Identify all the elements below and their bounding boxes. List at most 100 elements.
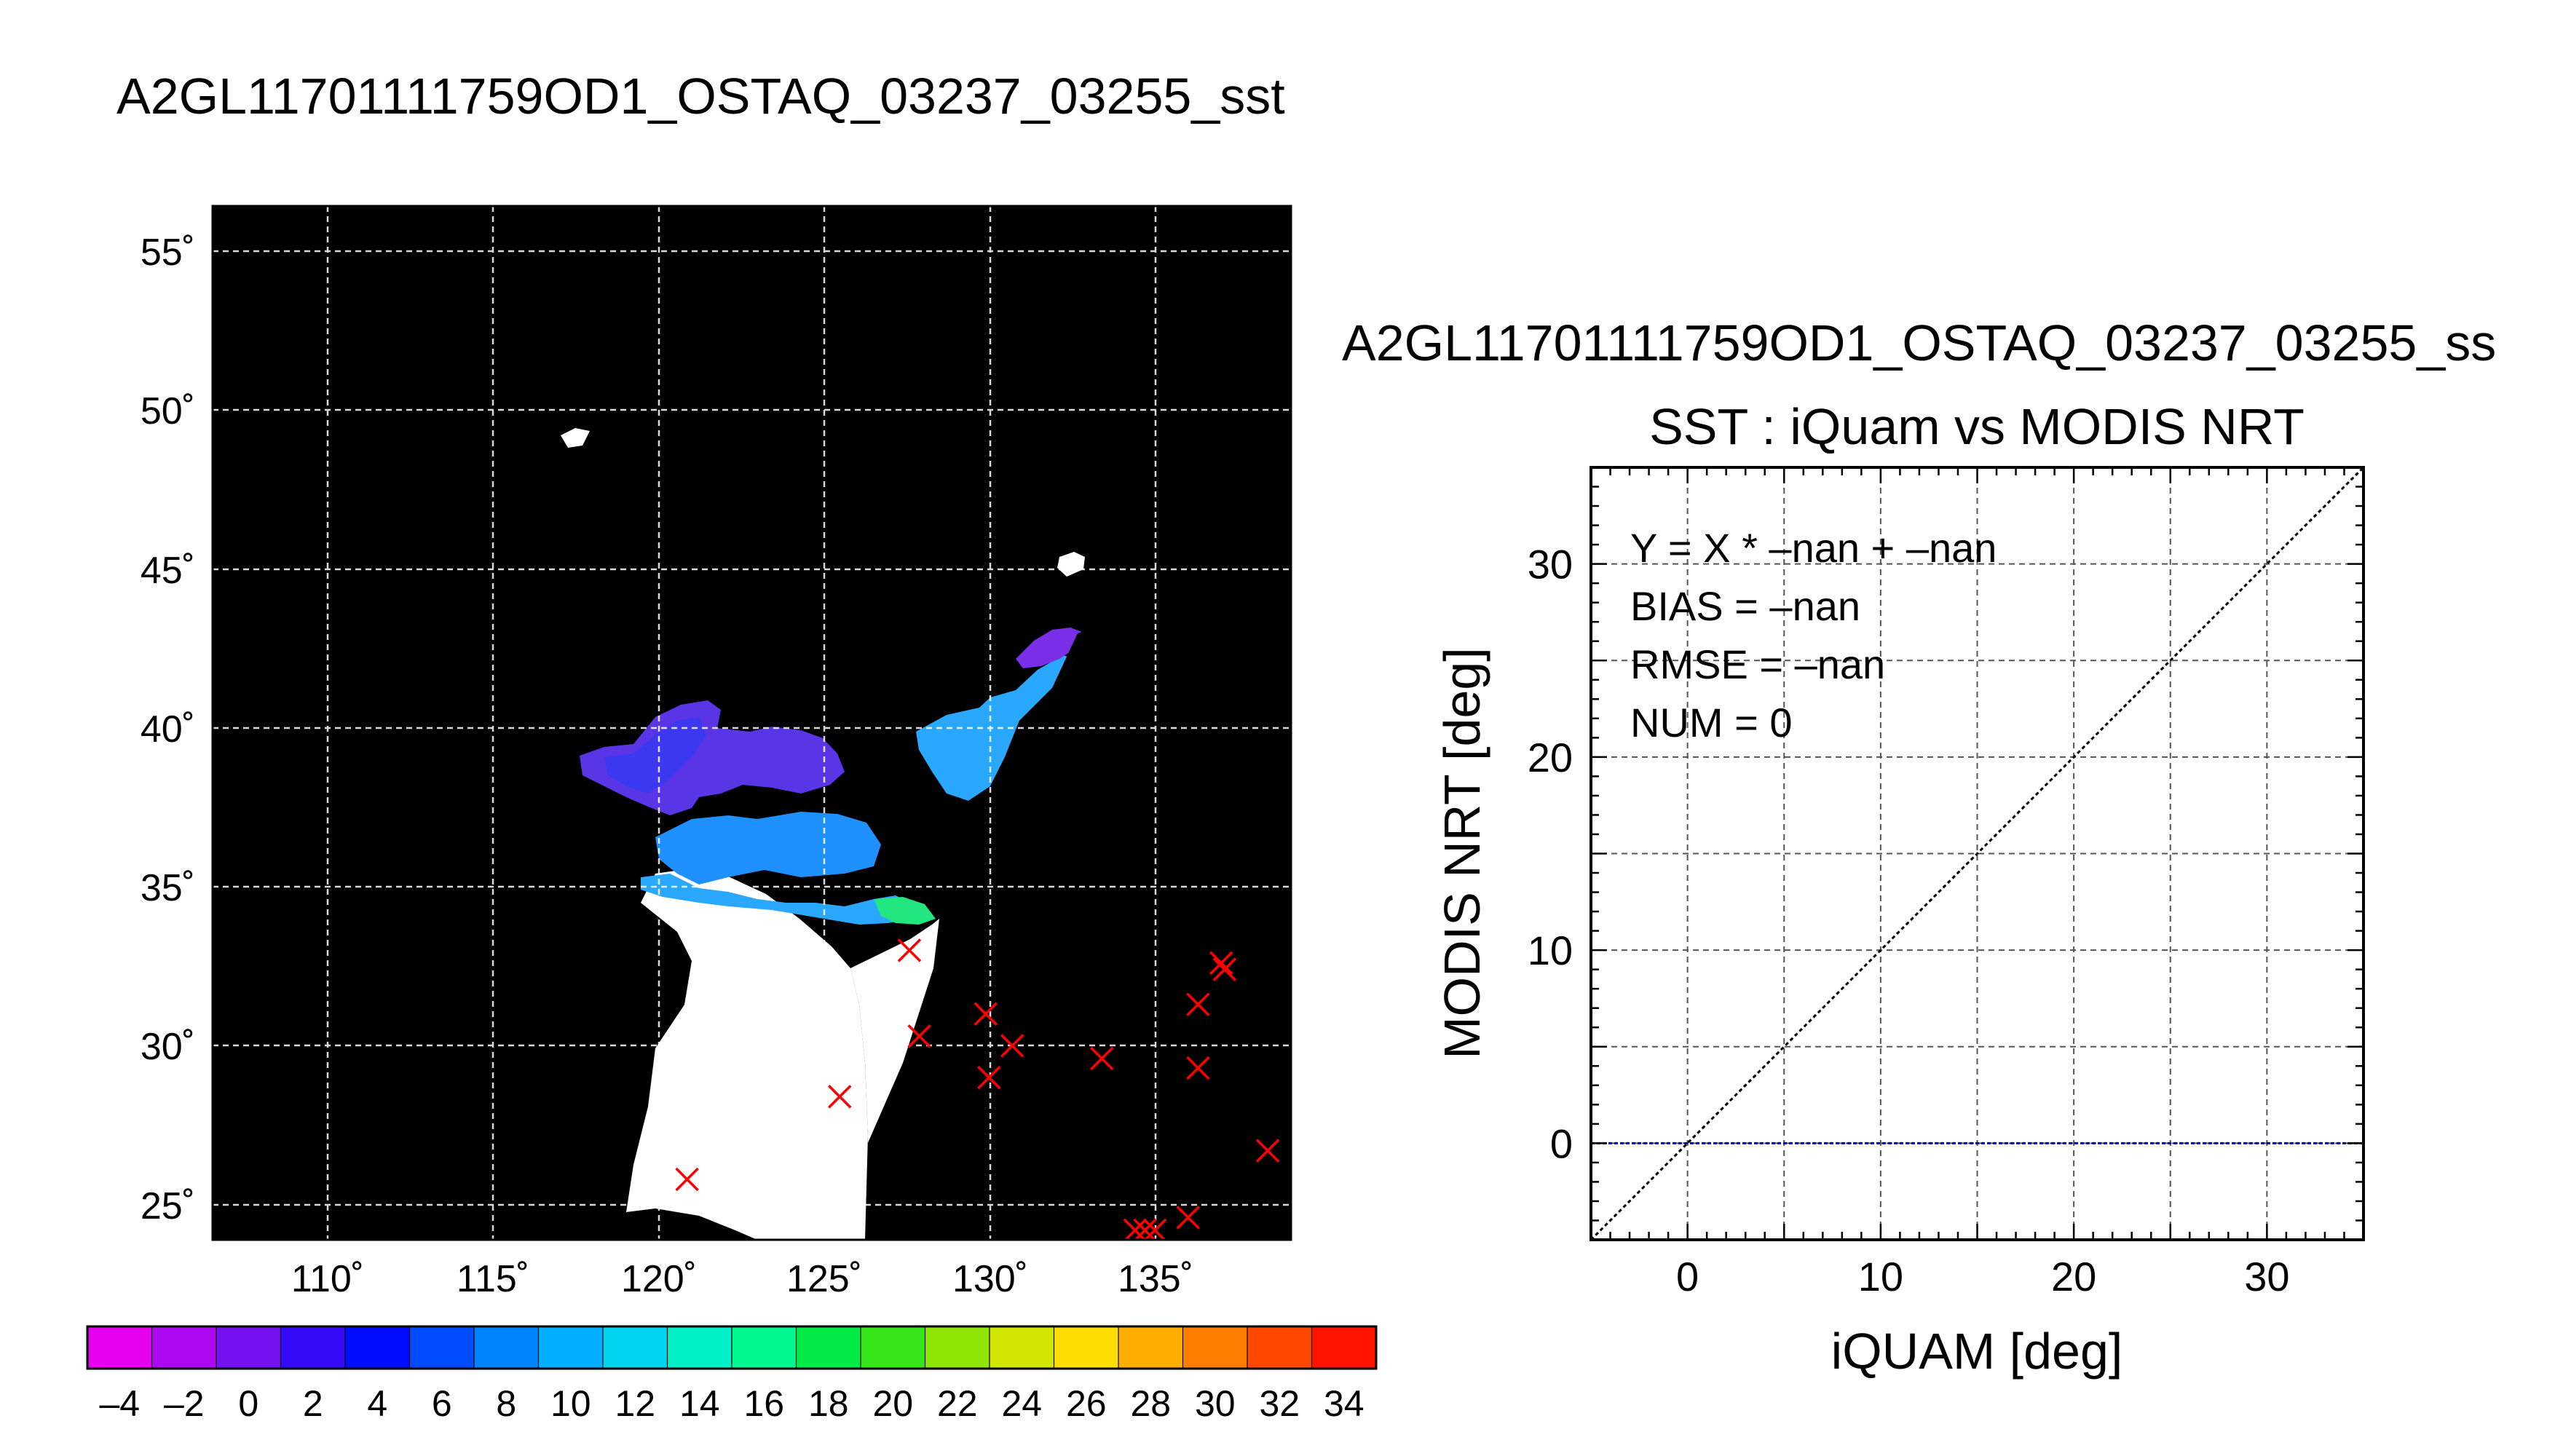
colorbar-tick-label: 26: [1066, 1383, 1107, 1424]
match-marker: [1255, 1139, 1280, 1163]
colorbar-cell: [666, 1326, 733, 1369]
match-marker: [907, 1024, 931, 1048]
colorbar-cell: [151, 1326, 218, 1369]
scatter-x-axis-label: iQUAM [deg]: [1831, 1323, 2123, 1380]
map-frame: [211, 205, 1292, 1241]
x-tick-label: 30: [2244, 1254, 2289, 1299]
colorbar-tick-label: 20: [872, 1383, 913, 1424]
page-title: A2GL11701111759OD1_OSTAQ_03237_03255_sst: [117, 68, 1285, 124]
lat-tick-label: 50˚: [141, 390, 195, 432]
colorbar-cell: [280, 1326, 347, 1369]
colorbar-cell: [860, 1326, 926, 1369]
colorbar-cell: [1311, 1326, 1378, 1369]
lon-tick-label: 135˚: [1118, 1258, 1193, 1300]
sst-warm-patch: [874, 897, 936, 925]
map-gridlines: [213, 206, 1291, 1240]
colorbar-cell: [989, 1326, 1055, 1369]
colorbar-tick-label: –2: [164, 1383, 205, 1424]
colorbar-cell: [1053, 1326, 1120, 1369]
y-tick-label: 30: [1528, 542, 1573, 587]
colorbar-tick-label: 10: [550, 1383, 591, 1424]
lat-tick-label: 30˚: [141, 1026, 195, 1068]
lat-tick-label: 55˚: [141, 232, 195, 274]
scatter-title: SST : iQuam vs MODIS NRT: [1649, 398, 2305, 455]
y-tick-label: 10: [1528, 927, 1573, 973]
sst-yellow-sea-south: [641, 874, 917, 925]
match-markers: [675, 938, 1280, 1240]
colorbar-tick-label: 28: [1130, 1383, 1171, 1424]
match-marker: [828, 1085, 852, 1109]
scatter-y-axis-label: MODIS NRT [deg]: [1434, 647, 1490, 1059]
scatter-x-tick-labels: 0 10 20 30: [1676, 1254, 2289, 1299]
match-marker: [1209, 951, 1233, 976]
stats-bias: BIAS = –nan: [1630, 583, 1860, 629]
match-marker: [974, 1002, 998, 1026]
colorbar-cell: [344, 1326, 411, 1369]
swath-edge-land: [819, 919, 939, 1240]
match-marker: [1000, 1034, 1024, 1058]
lon-tick-label: 115˚: [457, 1258, 529, 1300]
colorbar-cell: [602, 1326, 668, 1369]
lat-tick-label: 35˚: [141, 867, 195, 909]
scatter-frame: [1590, 466, 2365, 1241]
sst-japan-sea: [916, 655, 1075, 801]
match-marker: [1186, 992, 1210, 1016]
colorbar: –4 –2 0 2 4 6 8 10 12 14 16 18 20 22 24 26 28 30 32 34: [86, 1325, 1378, 1424]
identity-line: [1591, 467, 2364, 1240]
y-tick-label: 0: [1550, 1120, 1573, 1166]
colorbar-tick-label: 6: [432, 1383, 452, 1424]
match-marker: [1090, 1046, 1114, 1071]
land-island-north: [1057, 552, 1085, 577]
colorbar-cell: [795, 1326, 862, 1369]
colorbar-tick-label: 18: [808, 1383, 849, 1424]
match-marker: [675, 1167, 699, 1192]
stats-num: NUM = 0: [1630, 700, 1793, 745]
colorbar-tick-label: 2: [303, 1383, 323, 1424]
colorbar-cell: [216, 1326, 282, 1369]
lon-tick-label: 120˚: [621, 1258, 697, 1300]
match-marker: [1176, 1206, 1200, 1230]
lon-tick-label: 130˚: [952, 1258, 1028, 1300]
scatter-stats: Y = X * –nan + –nan BIAS = –nan RMSE = –…: [1630, 525, 1997, 745]
colorbar-tick-label: 34: [1324, 1383, 1365, 1424]
x-tick-label: 0: [1676, 1254, 1699, 1299]
colorbar-cell: [87, 1326, 153, 1369]
colorbar-tick-label: 30: [1195, 1383, 1236, 1424]
colorbar-frame: [86, 1325, 1378, 1370]
lat-tick-label: 25˚: [141, 1185, 195, 1227]
sst-japan-sea-north: [1016, 628, 1082, 668]
match-marker: [1133, 1218, 1157, 1240]
colorbar-tick-label: 8: [496, 1383, 516, 1424]
y-tick-label: 20: [1528, 735, 1573, 780]
x-tick-label: 10: [1858, 1254, 1903, 1299]
scatter-suptitle: A2GL11701111759OD1_OSTAQ_03237_03255_ss: [1342, 314, 2496, 371]
match-marker: [1186, 1056, 1210, 1080]
colorbar-cell: [1247, 1326, 1313, 1369]
match-marker: [1123, 1218, 1148, 1240]
colorbar-tick-label: 24: [1001, 1383, 1042, 1424]
colorbar-cell: [1118, 1326, 1184, 1369]
lon-tick-label: 125˚: [786, 1258, 862, 1300]
colorbar-tick-label: 22: [937, 1383, 978, 1424]
x-tick-label: 20: [2051, 1254, 2096, 1299]
colorbar-tick-label: 4: [367, 1383, 387, 1424]
colorbar-cells: [87, 1326, 1378, 1369]
stats-rmse: RMSE = –nan: [1630, 641, 1885, 687]
colorbar-cell: [731, 1326, 797, 1369]
colorbar-cell: [473, 1326, 540, 1369]
colorbar-cell: [924, 1326, 991, 1369]
colorbar-tick-label: 16: [743, 1383, 784, 1424]
sst-bohai-shallow: [604, 717, 706, 794]
colorbar-cell: [537, 1326, 604, 1369]
match-marker: [1142, 1218, 1167, 1240]
map-lon-labels: 110˚ 115˚ 120˚ 125˚ 130˚ 135˚: [291, 1258, 1193, 1300]
colorbar-labels: –4 –2 0 2 4 6 8 10 12 14 16 18 20 22 24 26 28 30 32 34: [99, 1383, 1364, 1424]
match-marker: [1212, 957, 1237, 981]
sst-map: 55˚ 50˚ 45˚ 40˚ 35˚ 30˚ 25˚ 110˚ 115˚ 12…: [141, 205, 1292, 1300]
scatter-panel: A2GL11701111759OD1_OSTAQ_03237_03255_ss …: [1342, 314, 2496, 1380]
lat-tick-label: 40˚: [141, 708, 195, 751]
map-lat-labels: 55˚ 50˚ 45˚ 40˚ 35˚ 30˚ 25˚: [141, 232, 195, 1227]
scatter-y-tick-labels: 0 10 20 30: [1528, 542, 1573, 1167]
lat-tick-label: 45˚: [141, 550, 195, 592]
land-island-small: [561, 428, 590, 448]
